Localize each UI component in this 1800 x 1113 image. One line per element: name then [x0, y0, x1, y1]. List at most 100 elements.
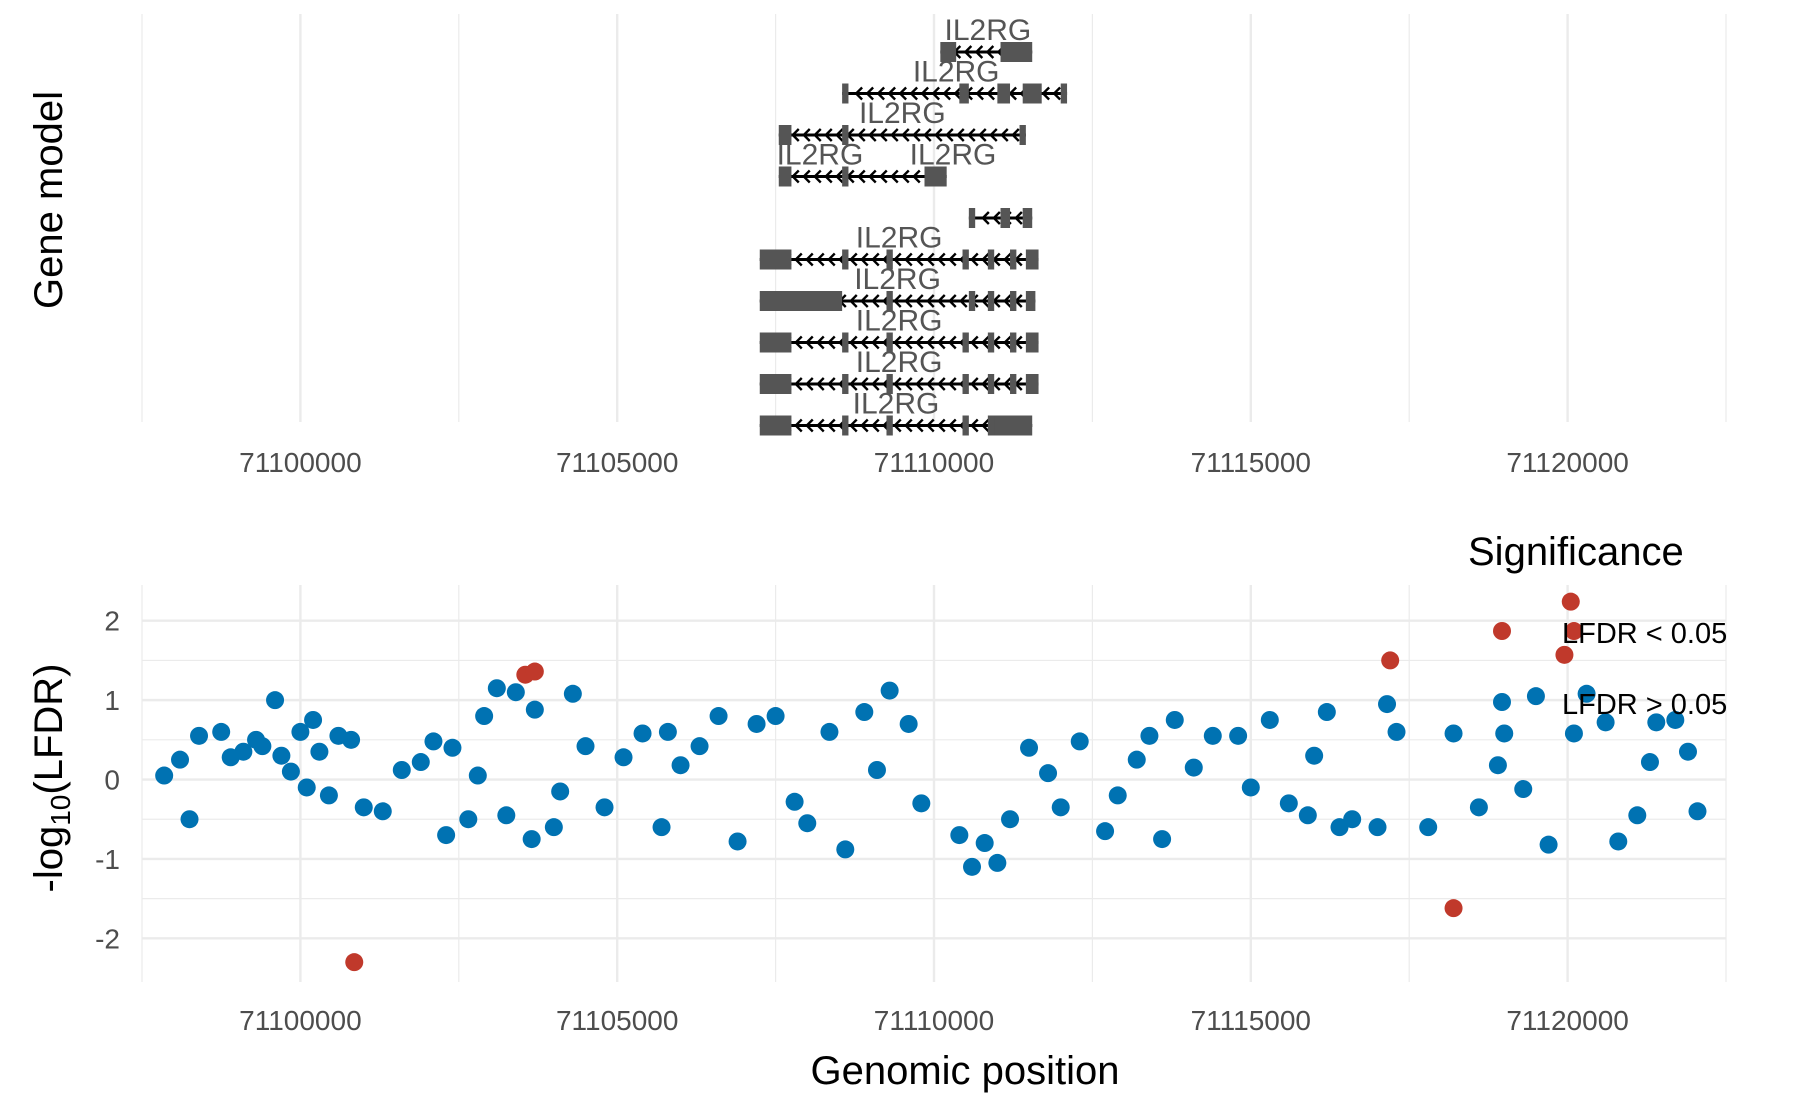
point-not-significant — [475, 707, 494, 726]
strand-arrow — [920, 86, 929, 101]
strand-arrow — [974, 45, 984, 59]
exon-block — [1010, 374, 1017, 394]
point-not-significant — [1577, 684, 1596, 703]
point-not-significant — [1647, 713, 1666, 732]
point-not-significant — [899, 714, 918, 733]
point-not-significant — [1419, 818, 1438, 837]
strand-arrow — [1011, 128, 1020, 142]
strand-arrow — [953, 86, 962, 101]
strand-arrow — [904, 377, 913, 391]
gene-grid — [141, 14, 1727, 422]
strand-arrow — [835, 128, 844, 142]
transcript-label: IL2RG — [854, 263, 941, 296]
strand-arrow — [904, 294, 913, 308]
point-not-significant — [468, 766, 487, 785]
point-not-significant — [690, 737, 709, 756]
strand-arrow — [898, 86, 907, 101]
strand-arrow — [985, 45, 995, 59]
legend-key-not-significant — [1493, 693, 1511, 711]
point-not-significant — [820, 722, 839, 741]
strand-arrow — [904, 418, 913, 433]
point-not-significant — [1140, 726, 1159, 745]
point-not-significant — [867, 761, 886, 780]
point-significant — [525, 662, 544, 681]
strand-arrow — [860, 294, 869, 308]
strand-arrow — [926, 294, 935, 308]
strand-arrow — [871, 335, 880, 350]
point-not-significant — [766, 707, 785, 726]
gene-y-axis-title: Gene model — [27, 91, 71, 309]
strand-arrow — [813, 169, 822, 184]
strand-arrow — [805, 335, 814, 350]
point-not-significant — [1539, 835, 1558, 854]
point-not-significant — [1203, 726, 1222, 745]
gene-model-panel: IL2RG IL2RG IL2RG IL2RG IL2RG IL2RG IL2RG IL2RG… — [27, 14, 1727, 478]
exon-block — [997, 83, 1011, 104]
strand-arrow — [794, 335, 803, 350]
strand-arrow — [978, 128, 987, 142]
strand-arrow — [849, 252, 858, 267]
point-not-significant — [1678, 742, 1697, 761]
exon-block — [842, 374, 849, 394]
exon-block — [886, 332, 893, 353]
point-not-significant — [437, 826, 456, 845]
strand-arrow — [912, 128, 921, 142]
strand-arrow — [890, 169, 899, 184]
strand-arrow — [879, 128, 888, 142]
exon-block — [987, 332, 995, 353]
strand-arrow — [981, 211, 990, 225]
point-significant — [1555, 645, 1574, 664]
point-not-significant — [1153, 830, 1172, 849]
point-not-significant — [950, 826, 969, 845]
strand-arrow — [926, 377, 935, 391]
point-not-significant — [1298, 806, 1317, 825]
exon-block — [962, 374, 969, 394]
scatter-x-axis-ticks: 71100000 71105000 71110000 71115000 71120000 — [239, 1005, 1629, 1036]
strand-arrow — [904, 335, 913, 350]
exon-block — [959, 83, 969, 104]
strand-arrow — [816, 418, 825, 433]
y-axis-title: -log10(LFDR) — [27, 664, 76, 893]
transcript-label: IL2RG — [856, 222, 943, 255]
strand-arrow — [1014, 211, 1023, 225]
transcript: IL2RG — [940, 14, 1033, 62]
exon-block — [994, 415, 1033, 436]
point-not-significant — [1378, 695, 1397, 714]
exon-block — [842, 83, 849, 104]
exon-block — [1025, 249, 1039, 270]
strand-arrow — [1052, 86, 1061, 101]
point-not-significant — [1564, 724, 1583, 743]
strand-arrow — [915, 377, 924, 391]
strand-arrow — [805, 377, 814, 391]
strand-arrow — [937, 252, 946, 267]
exon-block — [778, 125, 792, 145]
strand-arrow — [893, 418, 902, 433]
strand-arrow — [970, 418, 979, 433]
transcript-label: IL2RG — [856, 305, 943, 338]
scatter-panel: -2 -1 0 1 2 71100000 71105000 71110000 71115000… — [27, 530, 1727, 1093]
point-not-significant — [880, 681, 899, 700]
exon-block — [1025, 374, 1039, 394]
strand-arrow — [926, 252, 935, 267]
strand-arrow — [931, 86, 940, 101]
transcript: IL2RG — [759, 346, 1039, 394]
y-tick-label: -1 — [95, 844, 120, 875]
transcript: IL2RG — [759, 222, 1039, 270]
strand-arrow — [835, 169, 844, 184]
exon-block — [759, 415, 792, 436]
transcript-label: IL2RG — [944, 14, 1031, 47]
point-not-significant — [1387, 722, 1406, 741]
gene-x-tick-label: 71105000 — [556, 447, 679, 478]
exon-block — [962, 249, 969, 270]
exon-block — [1022, 208, 1033, 228]
strand-arrow — [868, 128, 877, 142]
exon-block — [987, 249, 995, 270]
point-significant — [1381, 651, 1400, 670]
strand-arrow — [802, 169, 811, 184]
strand-arrow — [827, 418, 836, 433]
strand-arrow — [981, 377, 990, 391]
point-not-significant — [354, 798, 373, 817]
point-not-significant — [1070, 732, 1089, 751]
point-not-significant — [544, 818, 563, 837]
point-not-significant — [988, 853, 1007, 872]
